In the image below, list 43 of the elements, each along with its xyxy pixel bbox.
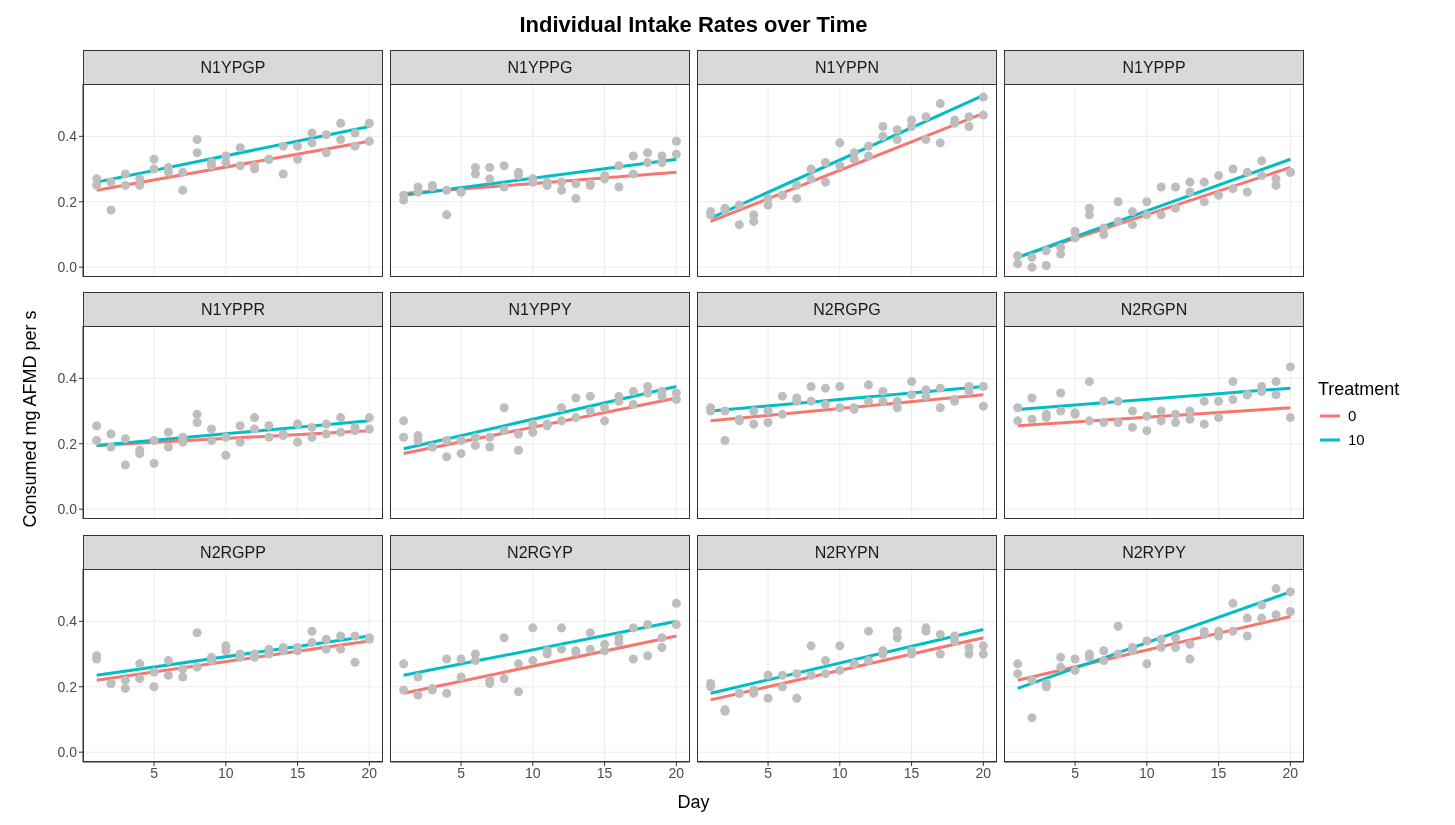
- x-tick-label: 20: [361, 764, 378, 781]
- x-tick-label: 10: [1139, 764, 1155, 781]
- chart-title: N1YPPP: [1004, 50, 1304, 85]
- chart-title: N1YPGP: [83, 50, 383, 85]
- text: Day: [676, 792, 711, 813]
- x-tick-label: 10: [525, 764, 541, 781]
- y-tick-label: 0.0: [57, 259, 78, 276]
- x-tick-label: 20: [1282, 764, 1299, 781]
- text: Individual Intake Rates over Time: [518, 12, 869, 38]
- chart-title: N1YPPR: [83, 292, 383, 327]
- y-tick-label: 0.0: [57, 744, 78, 761]
- chart-title: N2RGYP: [390, 535, 690, 570]
- x-tick-label: 20: [975, 764, 992, 781]
- y-tick-label: 0.0: [57, 501, 78, 518]
- x-tick-label: 15: [289, 764, 306, 781]
- x-tick-label: 15: [596, 764, 613, 781]
- x-tick-label: 5: [150, 764, 159, 781]
- chart-title: N1YPPY: [390, 292, 690, 327]
- legend-label: 10: [1348, 431, 1365, 448]
- x-tick-label: 5: [764, 764, 773, 781]
- y-tick-label: 0.4: [57, 613, 78, 630]
- x-tick-label: 5: [457, 764, 466, 781]
- x-tick-label: 15: [1210, 764, 1227, 781]
- chart-title: N1YPPG: [390, 50, 690, 85]
- y-tick-label: 0.2: [57, 193, 78, 210]
- chart-title: N1YPPN: [697, 50, 997, 85]
- x-tick-label: 15: [903, 764, 920, 781]
- x-tick-label: 5: [1071, 764, 1080, 781]
- chart-title: N2RGPN: [1004, 292, 1304, 327]
- chart-title: N2RYPN: [697, 535, 997, 570]
- y-tick-label: 0.4: [57, 370, 78, 387]
- y-tick-label: 0.2: [57, 435, 78, 452]
- x-tick-label: 10: [218, 764, 234, 781]
- y-tick-label: 0.4: [57, 128, 78, 145]
- legend-label: 0: [1348, 407, 1357, 424]
- y-tick-label: 0.2: [57, 678, 78, 695]
- legend-title: Treatment: [1318, 378, 1400, 400]
- chart-title: N2RGPG: [697, 292, 997, 327]
- x-tick-label: 20: [668, 764, 685, 781]
- chart-title: N2RGPP: [83, 535, 383, 570]
- text: Consumed mg AFMD per s: [19, 310, 41, 528]
- chart-title: N2RYPY: [1004, 535, 1304, 570]
- x-tick-label: 10: [832, 764, 848, 781]
